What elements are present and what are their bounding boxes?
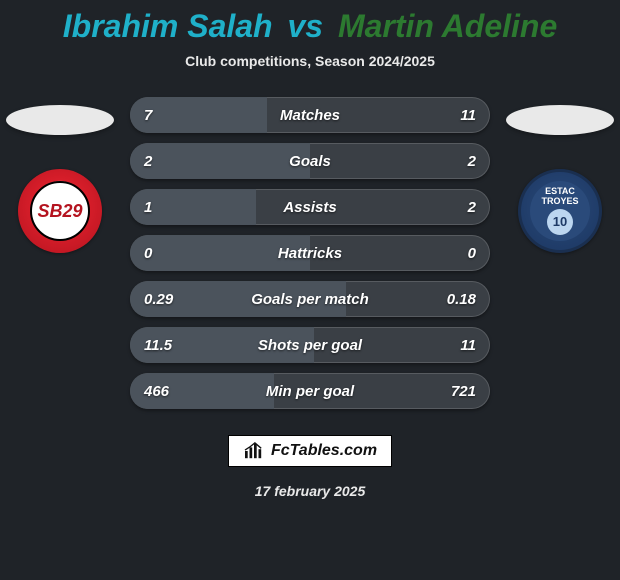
stat-label: Goals xyxy=(214,153,406,170)
stat-label: Hattricks xyxy=(214,245,406,262)
stat-left-value: 2 xyxy=(144,153,214,170)
stat-label: Matches xyxy=(214,107,406,124)
stat-left-value: 0 xyxy=(144,245,214,262)
stat-left-value: 466 xyxy=(144,383,214,400)
footer: FcTables.com 17 february 2025 xyxy=(0,435,620,499)
date-text: 17 february 2025 xyxy=(0,483,620,499)
player2-ellipse xyxy=(506,105,614,135)
stat-right-value: 721 xyxy=(406,383,476,400)
player2-club-badge-mid: TROYES xyxy=(541,197,578,207)
stat-label: Min per goal xyxy=(214,383,406,400)
left-side: SB29 xyxy=(0,97,120,253)
stat-left-value: 1 xyxy=(144,199,214,216)
main-content: SB29 7Matches112Goals21Assists20Hattrick… xyxy=(0,97,620,419)
player2-club-logo: ESTAC TROYES 10 xyxy=(518,169,602,253)
branding-text: FcTables.com xyxy=(271,442,377,460)
stat-row: 7Matches11 xyxy=(130,97,490,133)
stat-right-value: 11 xyxy=(406,107,476,124)
stat-row: 2Goals2 xyxy=(130,143,490,179)
stat-right-value: 2 xyxy=(406,199,476,216)
player2-club-badge-num: 10 xyxy=(547,209,573,235)
branding-badge: FcTables.com xyxy=(228,435,392,467)
stat-right-value: 0.18 xyxy=(406,291,476,308)
comparison-card: Ibrahim Salah vs Martin Adeline Club com… xyxy=(0,0,620,580)
stat-row: 1Assists2 xyxy=(130,189,490,225)
page-title: Ibrahim Salah vs Martin Adeline xyxy=(0,8,620,45)
bar-chart-icon xyxy=(243,442,265,460)
stat-row: 466Min per goal721 xyxy=(130,373,490,409)
stat-left-value: 11.5 xyxy=(144,337,214,354)
subtitle: Club competitions, Season 2024/2025 xyxy=(0,53,620,69)
player1-club-logo: SB29 xyxy=(18,169,102,253)
stat-row: 11.5Shots per goal11 xyxy=(130,327,490,363)
stats-table: 7Matches112Goals21Assists20Hattricks00.2… xyxy=(130,97,490,419)
stat-right-value: 11 xyxy=(406,337,476,354)
stat-label: Shots per goal xyxy=(214,337,406,354)
right-side: ESTAC TROYES 10 xyxy=(500,97,620,253)
stat-left-value: 7 xyxy=(144,107,214,124)
player1-club-badge-text: SB29 xyxy=(30,181,90,241)
stat-left-value: 0.29 xyxy=(144,291,214,308)
vs-label: vs xyxy=(287,8,323,44)
stat-label: Goals per match xyxy=(214,291,406,308)
player2-name: Martin Adeline xyxy=(338,8,557,44)
player1-ellipse xyxy=(6,105,114,135)
stat-row: 0.29Goals per match0.18 xyxy=(130,281,490,317)
stat-row: 0Hattricks0 xyxy=(130,235,490,271)
player1-name: Ibrahim Salah xyxy=(63,8,273,44)
stat-right-value: 2 xyxy=(406,153,476,170)
stat-right-value: 0 xyxy=(406,245,476,262)
stat-label: Assists xyxy=(214,199,406,216)
